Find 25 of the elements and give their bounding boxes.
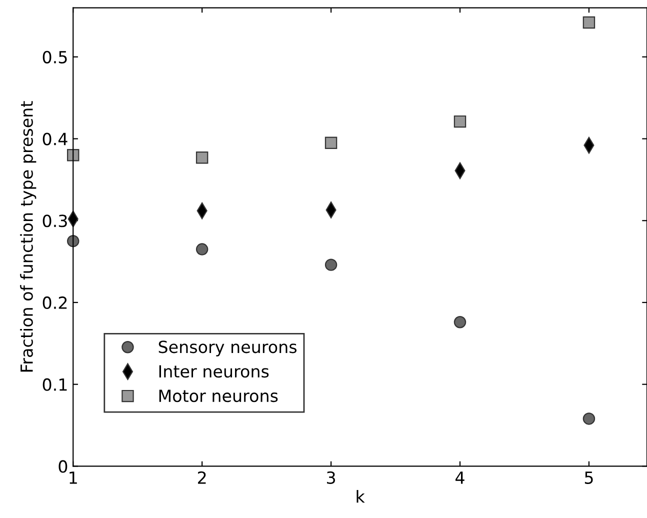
point <box>196 151 208 164</box>
y-tick-label: 0.2 <box>42 296 67 310</box>
point <box>454 316 466 328</box>
y-tick-label: 0.3 <box>42 214 67 228</box>
x-tick-label: 3 <box>327 471 336 484</box>
y-axis-title: Fraction of function type present <box>20 101 36 372</box>
point <box>582 412 596 425</box>
x-tick-label: 1 <box>70 472 77 484</box>
point <box>196 243 208 256</box>
y-tick-label: 0 <box>58 460 68 473</box>
legend-label: Inter neurons <box>159 365 269 378</box>
legend-label: Sensory neurons <box>158 340 297 356</box>
legend-label: Motor neurons <box>159 390 278 402</box>
point <box>582 16 596 29</box>
point <box>67 234 80 248</box>
point <box>324 136 338 149</box>
x-tick-label: 4 <box>456 472 464 484</box>
point <box>324 258 338 271</box>
x-tick-label: 2 <box>198 471 206 484</box>
y-tick-label: 0.1 <box>42 378 67 391</box>
point <box>454 115 466 128</box>
x-tick-label: 5 <box>584 472 593 484</box>
y-tick-label: 0.5 <box>42 50 67 64</box>
y-tick-label: 0.4 <box>42 132 68 146</box>
x-axis-title: k <box>356 490 365 503</box>
